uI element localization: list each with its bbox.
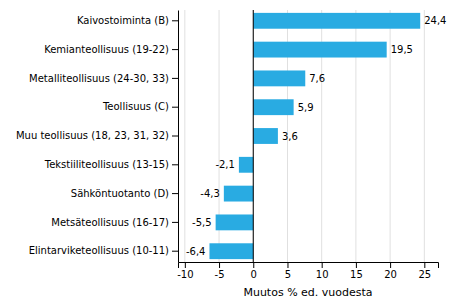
y-tick-mark <box>172 164 178 165</box>
y-tick-mark <box>172 78 178 79</box>
bar <box>209 243 253 259</box>
y-tick-label: Metsäteollisuus (16-17) <box>51 217 169 228</box>
y-tick-label: Muu teollisuus (18, 23, 31, 32) <box>16 130 169 141</box>
data-labels: -6,4 -5,5 -4,3 -2,1 3,6 5,9 7,6 19,5 24,4 <box>186 15 447 256</box>
x-tick: -10 <box>177 262 193 280</box>
y-tick-label: Sähköntuotanto (D) <box>71 188 169 199</box>
x-tick: 20 <box>384 262 397 280</box>
x-tick-label: 25 <box>418 269 431 280</box>
x-tick-mark <box>219 262 220 268</box>
bars <box>209 13 420 259</box>
x-tick: 0 <box>251 262 257 280</box>
x-axis-line <box>179 263 439 269</box>
plot: -10 -5 0 5 10 15 20 25 Elintarviketeollisuus (10… <box>16 10 447 280</box>
bar <box>253 13 420 29</box>
data-label: -2,1 <box>215 159 235 170</box>
bar <box>216 214 254 230</box>
x-tick-label: 5 <box>285 269 291 280</box>
y-tick: Muu teollisuus (18, 23, 31, 32) <box>16 130 178 141</box>
grid <box>185 10 424 262</box>
bar <box>253 99 293 115</box>
y-tick-mark <box>172 20 178 21</box>
grid-line <box>424 10 425 262</box>
x-tick: 10 <box>316 262 329 280</box>
bar <box>253 70 305 86</box>
zero-line <box>253 10 254 262</box>
y-tick: Elintarviketeollisuus (10-11) <box>29 245 178 256</box>
y-tick: Metsäteollisuus (16-17) <box>51 217 178 228</box>
y-tick: Teollisuus (C) <box>102 101 178 112</box>
y-axis: Elintarviketeollisuus (10-11) Metsäteolli… <box>16 11 179 263</box>
y-tick-mark <box>172 193 178 194</box>
y-tick: Tekstiiliteollisuus (13-15) <box>44 159 178 170</box>
y-tick-label: Kaivostoiminta (B) <box>77 15 169 26</box>
y-tick-mark <box>172 251 178 252</box>
y-tick-mark <box>172 107 178 108</box>
x-axis-title: Muutos % ed. vuodesta <box>243 286 372 299</box>
y-tick: Sähköntuotanto (D) <box>71 188 178 199</box>
bar <box>253 128 278 144</box>
x-tick-mark <box>356 262 357 268</box>
x-tick: -5 <box>215 262 225 280</box>
x-tick-mark <box>253 262 254 268</box>
x-tick-mark <box>287 262 288 268</box>
y-tick-mark <box>172 49 178 50</box>
data-label: 3,6 <box>282 131 298 142</box>
data-label: 7,6 <box>309 73 325 84</box>
y-tick: Kemianteollisuus (19-22) <box>44 44 178 55</box>
data-label: 5,9 <box>298 102 314 113</box>
y-tick-label: Kemianteollisuus (19-22) <box>44 44 169 55</box>
x-tick-mark <box>424 262 425 268</box>
bar <box>224 186 253 202</box>
x-tick-label: 15 <box>350 269 363 280</box>
y-tick-mark <box>172 222 178 223</box>
y-tick-label: Metalliteollisuus (24-30, 33) <box>29 73 169 84</box>
x-tick-label: 20 <box>384 269 397 280</box>
y-tick: Kaivostoiminta (B) <box>77 15 178 26</box>
x-tick-label: 10 <box>316 269 329 280</box>
bar <box>253 42 386 58</box>
data-label: -6,4 <box>186 246 206 257</box>
x-tick-label: 0 <box>251 269 257 280</box>
x-tick-mark <box>185 262 186 268</box>
x-tick-mark <box>390 262 391 268</box>
bar <box>239 157 253 173</box>
x-tick-label: -5 <box>215 269 225 280</box>
x-tick: 5 <box>285 262 291 280</box>
chart: -10 -5 0 5 10 15 20 25 Elintarviketeollisuus (10… <box>0 0 454 302</box>
y-tick-label: Teollisuus (C) <box>102 101 169 112</box>
y-tick-label: Tekstiiliteollisuus (13-15) <box>44 159 169 170</box>
y-tick-mark <box>172 136 178 137</box>
x-axis: -10 -5 0 5 10 15 20 25 <box>177 262 438 280</box>
data-label: -5,5 <box>192 217 212 228</box>
data-label: 24,4 <box>424 15 446 26</box>
y-tick: Metalliteollisuus (24-30, 33) <box>29 73 178 84</box>
grid-line <box>253 10 254 262</box>
y-tick-label: Elintarviketeollisuus (10-11) <box>29 245 169 256</box>
grid-line <box>184 10 185 262</box>
x-tick: 25 <box>418 262 431 280</box>
x-tick-label: -10 <box>177 269 193 280</box>
data-label: -4,3 <box>200 188 220 199</box>
data-label: 19,5 <box>391 44 413 55</box>
x-tick: 15 <box>350 262 363 280</box>
x-tick-mark <box>322 262 323 268</box>
y-axis-line <box>178 11 179 263</box>
